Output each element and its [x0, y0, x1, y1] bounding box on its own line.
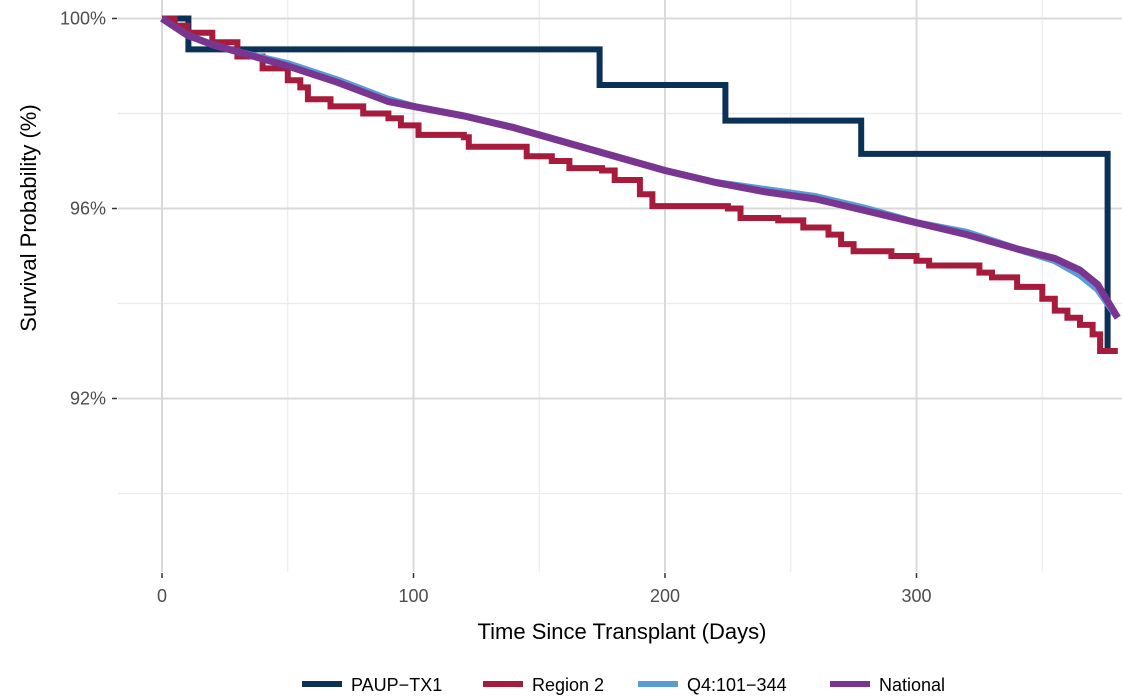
- legend-label: National: [879, 675, 945, 695]
- x-axis-title: Time Since Transplant (Days): [478, 619, 767, 644]
- x-axis-ticks: 0 100 200 300: [157, 573, 932, 606]
- x-tick-label: 100: [398, 586, 428, 606]
- grid-layer: [118, 0, 1122, 572]
- series-layer: [160, 15, 1121, 354]
- y-tick-label: 96%: [70, 199, 106, 219]
- series-line-0: [162, 15, 1118, 354]
- legend: PAUP−TX1 Region 2 Q4:101−344 National: [302, 675, 945, 695]
- y-tick-label: 100%: [60, 9, 106, 29]
- series-line-2: [160, 15, 1121, 320]
- legend-label: PAUP−TX1: [351, 675, 442, 695]
- y-axis-ticks: 100% 96% 92%: [60, 9, 117, 409]
- y-axis-title: Survival Probability (%): [16, 104, 41, 331]
- y-tick-label: 92%: [70, 389, 106, 409]
- x-tick-label: 300: [901, 586, 931, 606]
- series-line-3: [160, 15, 1121, 320]
- x-tick-label: 200: [650, 586, 680, 606]
- x-tick-label: 0: [157, 586, 167, 606]
- legend-label: Q4:101−344: [687, 675, 787, 695]
- legend-label: Region 2: [532, 675, 604, 695]
- series-line-1: [162, 15, 1118, 354]
